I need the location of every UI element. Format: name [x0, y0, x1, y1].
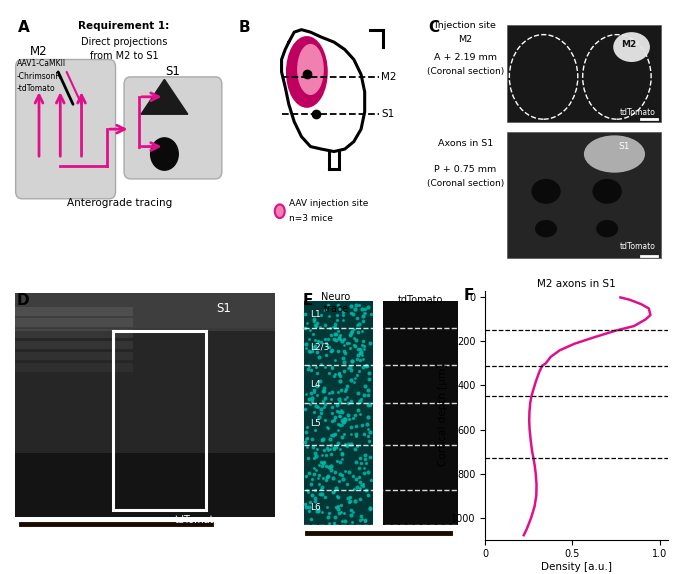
Ellipse shape	[614, 32, 650, 62]
Text: AAV1-CaMKII: AAV1-CaMKII	[17, 59, 66, 68]
Text: B: B	[238, 20, 250, 34]
Text: (Coronal section): (Coronal section)	[427, 67, 504, 76]
Text: -ChrimsonR: -ChrimsonR	[17, 72, 61, 81]
Text: L2/3: L2/3	[310, 342, 329, 351]
FancyBboxPatch shape	[15, 293, 275, 517]
Text: n=3 mice: n=3 mice	[289, 214, 333, 223]
Text: tdTomato: tdTomato	[620, 108, 656, 117]
FancyBboxPatch shape	[15, 363, 133, 372]
Text: M2: M2	[458, 34, 472, 44]
Text: E: E	[302, 293, 313, 308]
Text: Axons in S1: Axons in S1	[437, 139, 493, 148]
Ellipse shape	[584, 135, 645, 173]
Text: from M2 to S1: from M2 to S1	[90, 51, 159, 61]
Text: A: A	[18, 20, 30, 34]
Text: C: C	[429, 20, 440, 34]
FancyBboxPatch shape	[15, 352, 133, 360]
Ellipse shape	[275, 204, 285, 218]
Text: M2: M2	[30, 45, 48, 59]
Text: A + 2.19 mm: A + 2.19 mm	[434, 53, 497, 63]
Text: L5: L5	[310, 420, 321, 428]
Text: L4: L4	[310, 379, 320, 389]
Ellipse shape	[593, 179, 622, 204]
FancyBboxPatch shape	[507, 131, 661, 258]
Text: L1: L1	[310, 310, 321, 319]
Text: Neuro
trace: Neuro trace	[321, 292, 351, 313]
Circle shape	[151, 138, 178, 170]
FancyBboxPatch shape	[383, 301, 458, 525]
Text: L6: L6	[310, 503, 321, 512]
Text: F: F	[463, 288, 474, 303]
Ellipse shape	[531, 179, 561, 204]
Text: tdTomato: tdTomato	[175, 515, 220, 525]
Polygon shape	[141, 79, 188, 114]
Text: Direct projections: Direct projections	[81, 37, 167, 47]
Text: S1: S1	[618, 142, 630, 151]
X-axis label: Density [a.u.]: Density [a.u.]	[541, 562, 612, 572]
FancyBboxPatch shape	[15, 328, 275, 452]
FancyBboxPatch shape	[15, 293, 275, 331]
Text: P + 0.75 mm: P + 0.75 mm	[434, 165, 497, 174]
Ellipse shape	[596, 220, 618, 238]
Text: Requirement 1:: Requirement 1:	[78, 21, 169, 31]
Text: S1: S1	[217, 302, 232, 315]
Y-axis label: Cortical depth [μm]: Cortical depth [μm]	[438, 364, 448, 466]
FancyBboxPatch shape	[124, 77, 222, 179]
Ellipse shape	[298, 45, 323, 94]
FancyBboxPatch shape	[16, 60, 115, 199]
Text: Injection site: Injection site	[435, 21, 495, 30]
Text: tdTomato: tdTomato	[620, 242, 656, 251]
Text: M2: M2	[381, 72, 396, 82]
Text: M2: M2	[622, 40, 637, 49]
FancyBboxPatch shape	[15, 340, 133, 349]
Ellipse shape	[287, 37, 327, 107]
FancyBboxPatch shape	[15, 329, 133, 338]
Text: Anterograde tracing: Anterograde tracing	[68, 197, 172, 208]
FancyBboxPatch shape	[304, 301, 373, 525]
Text: tdTomato: tdTomato	[398, 294, 443, 305]
Text: AAV injection site: AAV injection site	[289, 199, 368, 208]
Ellipse shape	[535, 220, 557, 238]
FancyBboxPatch shape	[15, 318, 133, 327]
Text: (Coronal section): (Coronal section)	[427, 179, 504, 188]
Text: S1: S1	[165, 65, 180, 78]
FancyBboxPatch shape	[15, 307, 133, 316]
Title: M2 axons in S1: M2 axons in S1	[537, 278, 616, 289]
Text: S1: S1	[381, 109, 394, 119]
Text: D: D	[16, 293, 29, 308]
Text: -tdTomato: -tdTomato	[17, 84, 55, 93]
FancyBboxPatch shape	[507, 25, 661, 122]
